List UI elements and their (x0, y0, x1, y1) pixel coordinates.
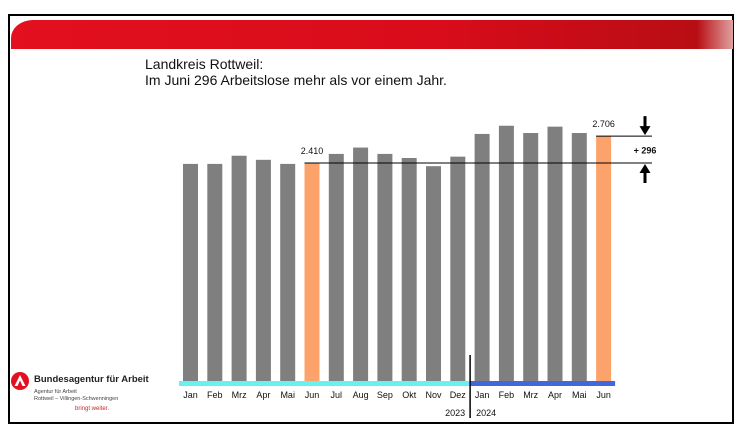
x-tick-label: Mai (572, 390, 587, 400)
bar-jun-17 (596, 136, 612, 382)
logo-sub-2: Rottweil – Villingen-Schwenningen (34, 396, 119, 402)
bar-apr-3 (255, 159, 271, 382)
x-tick-label: Jan (475, 390, 490, 400)
x-tick-label: Nov (425, 390, 442, 400)
x-tick-label: Apr (548, 390, 562, 400)
arrow-down-icon (639, 116, 651, 136)
bar-feb-1 (207, 163, 223, 382)
slide-title: Landkreis Rottweil: Im Juni 296 Arbeitsl… (145, 56, 447, 88)
x-tick-label: Jul (331, 390, 343, 400)
x-tick-label: Mrz (523, 390, 538, 400)
data-label: 2.410 (301, 146, 324, 156)
bar-jul-6 (328, 153, 344, 382)
x-tick-label: Jan (183, 390, 198, 400)
slide-frame (8, 14, 734, 424)
data-label: 2.706 (592, 119, 615, 129)
bar-dez-11 (450, 156, 466, 382)
bar-jan-0 (183, 163, 198, 382)
bar-mai-4 (280, 163, 296, 382)
year-label-2024: 2024 (476, 408, 496, 418)
bar-feb-13 (498, 125, 514, 382)
title-line-2: Im Juni 296 Arbeitslose mehr als vor ein… (145, 72, 447, 88)
timeline-2024 (470, 381, 616, 386)
bar-mrz-2 (231, 155, 247, 382)
x-tick-label: Jun (596, 390, 611, 400)
title-line-1: Landkreis Rottweil: (145, 56, 264, 72)
bar-sep-8 (377, 153, 393, 382)
bar-jan-12 (474, 133, 490, 382)
x-tick-label: Okt (402, 390, 417, 400)
x-tick-label: Feb (207, 390, 223, 400)
logo-slogan: bringt weiter. (75, 406, 110, 412)
ba-logo-icon (11, 372, 29, 390)
bar-mai-16 (571, 133, 587, 382)
x-tick-label: Feb (499, 390, 515, 400)
bar-aug-7 (353, 147, 369, 382)
bar-nov-10 (426, 166, 441, 382)
bar-mrz-14 (523, 133, 539, 382)
arrow-up-icon (639, 164, 651, 183)
bar-apr-15 (547, 126, 563, 382)
header-banner (11, 20, 733, 49)
x-tick-label: Mrz (232, 390, 247, 400)
timeline-2023 (179, 381, 471, 386)
logo-name: Bundesagentur für Arbeit (34, 374, 149, 385)
x-tick-label: Jun (305, 390, 320, 400)
logo-subtitle: Agentur für Arbeit Rottweil – Villingen-… (34, 389, 118, 403)
bar-jun-5 (304, 163, 320, 382)
bar-okt-9 (401, 158, 417, 382)
difference-label: + 296 (634, 146, 657, 156)
x-tick-label: Aug (353, 390, 369, 400)
x-tick-label: Dez (450, 390, 467, 400)
x-tick-label: Apr (256, 390, 270, 400)
x-tick-label: Sep (377, 390, 393, 400)
logo-sub-1: Agentur für Arbeit (34, 389, 77, 395)
x-tick-label: Mai (280, 390, 295, 400)
year-label-2023: 2023 (445, 408, 465, 418)
